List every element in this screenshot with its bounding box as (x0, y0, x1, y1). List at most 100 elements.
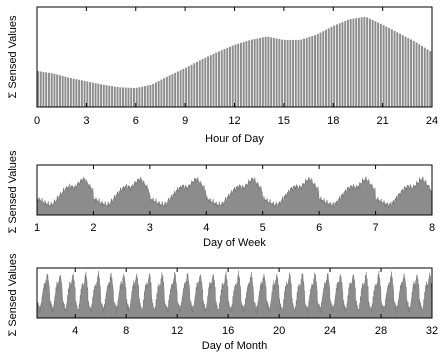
hour-bar (325, 29, 327, 108)
hour-bar (209, 55, 212, 107)
hour-bar (108, 85, 111, 107)
hour-bar (248, 40, 251, 107)
hour-bar (412, 40, 415, 107)
hour-bar (163, 78, 166, 107)
hour-bar (182, 68, 185, 107)
hour-bar (366, 17, 369, 108)
hour-bar (242, 42, 245, 107)
x-axis-label: Day of Week (203, 237, 266, 249)
hour-bar (119, 87, 122, 107)
hour-bar (201, 59, 204, 107)
hour-bar (292, 39, 295, 107)
hour-bar (278, 39, 281, 108)
hour-bar (124, 87, 127, 107)
hour-bar (300, 39, 303, 107)
hour-bar (138, 87, 141, 107)
hour-bar (53, 73, 56, 107)
hour-bar (388, 28, 391, 107)
hour-bar (330, 26, 333, 108)
x-tick-label: 28 (375, 325, 387, 337)
hour-bar (61, 75, 64, 107)
hour-bar (67, 77, 70, 107)
day-of-week-panel: 1 2 3 4 5 6 7 8 Day of Week Σ Sensed Values (7, 150, 435, 249)
hour-bar (113, 86, 116, 107)
hour-bar (72, 78, 75, 107)
x-tick-label: 18 (327, 115, 339, 127)
hour-of-day-bars (37, 16, 432, 108)
hour-bar (89, 82, 92, 107)
hour-bar (37, 71, 39, 107)
hour-bar (157, 81, 160, 107)
hour-bar (423, 47, 426, 107)
hour-of-day-panel: 0 3 6 9 12 15 18 21 24 Hour of Day Σ Sensed Valu… (7, 6, 438, 145)
x-axis-ticks: 4 8 12 16 20 24 28 32 (72, 268, 438, 337)
hour-bar (116, 87, 119, 107)
hour-bar (344, 21, 347, 107)
hour-bar (239, 42, 242, 107)
y-axis-label: Σ Sensed Values (7, 253, 19, 337)
hour-bar (154, 82, 157, 107)
hour-bar (45, 72, 48, 107)
hour-bar (333, 25, 336, 108)
hour-bar (75, 79, 78, 107)
hour-bar (64, 76, 67, 107)
x-axis-label: Day of Month (202, 340, 267, 352)
hour-bar (187, 66, 190, 107)
hour-bar (245, 41, 248, 107)
hour-bar (171, 74, 174, 107)
x-tick-label: 24 (324, 325, 336, 337)
hour-bar (390, 29, 393, 107)
hour-bar (105, 85, 108, 107)
x-tick-label: 8 (429, 222, 435, 234)
hour-bar (327, 28, 330, 108)
hour-bar (196, 61, 199, 107)
x-tick-label: 21 (377, 115, 389, 127)
x-tick-label: 12 (228, 115, 240, 127)
x-tick-label: 15 (278, 115, 290, 127)
hour-bar (360, 17, 363, 108)
hour-bar (231, 45, 234, 107)
hour-bar (399, 33, 402, 108)
x-axis-ticks: 1 2 3 4 5 6 7 8 (34, 165, 435, 234)
hour-bar (264, 36, 267, 107)
hour-bar (396, 32, 399, 107)
hour-bar (42, 71, 45, 107)
x-tick-label: 5 (260, 222, 266, 234)
hour-bar (261, 37, 264, 108)
hour-bar (215, 52, 218, 107)
hour-bar (94, 83, 97, 107)
hour-bar (226, 47, 229, 107)
hour-bar (141, 86, 144, 107)
x-tick-label: 3 (147, 222, 153, 234)
plot-frame (36, 267, 433, 319)
hour-bar (58, 75, 61, 107)
hour-bar (190, 64, 193, 107)
hour-bar (305, 37, 308, 107)
hour-bar (316, 34, 319, 107)
hour-bar (418, 44, 421, 107)
hour-bar (80, 80, 83, 107)
hour-bar (111, 86, 113, 107)
hour-bar (357, 17, 360, 107)
hour-bar (283, 39, 286, 107)
hour-bar (401, 35, 404, 107)
hour-bar (377, 22, 380, 107)
hour-bar (207, 56, 210, 107)
hour-bar (127, 87, 130, 107)
x-tick-label: 6 (316, 222, 322, 234)
hour-bar (253, 39, 256, 108)
hour-bar (363, 16, 366, 107)
hour-bar (294, 39, 297, 107)
hour-bar (385, 26, 388, 108)
hour-bar (78, 79, 81, 107)
plot-frame (36, 164, 433, 216)
x-tick-label: 1 (34, 222, 40, 234)
hour-bar (234, 44, 237, 107)
x-tick-label: 24 (426, 115, 438, 127)
hour-bar (198, 60, 201, 107)
x-tick-label: 8 (123, 325, 129, 337)
hour-bar (50, 73, 53, 107)
hour-bar (143, 86, 146, 107)
hour-bar (185, 67, 188, 107)
